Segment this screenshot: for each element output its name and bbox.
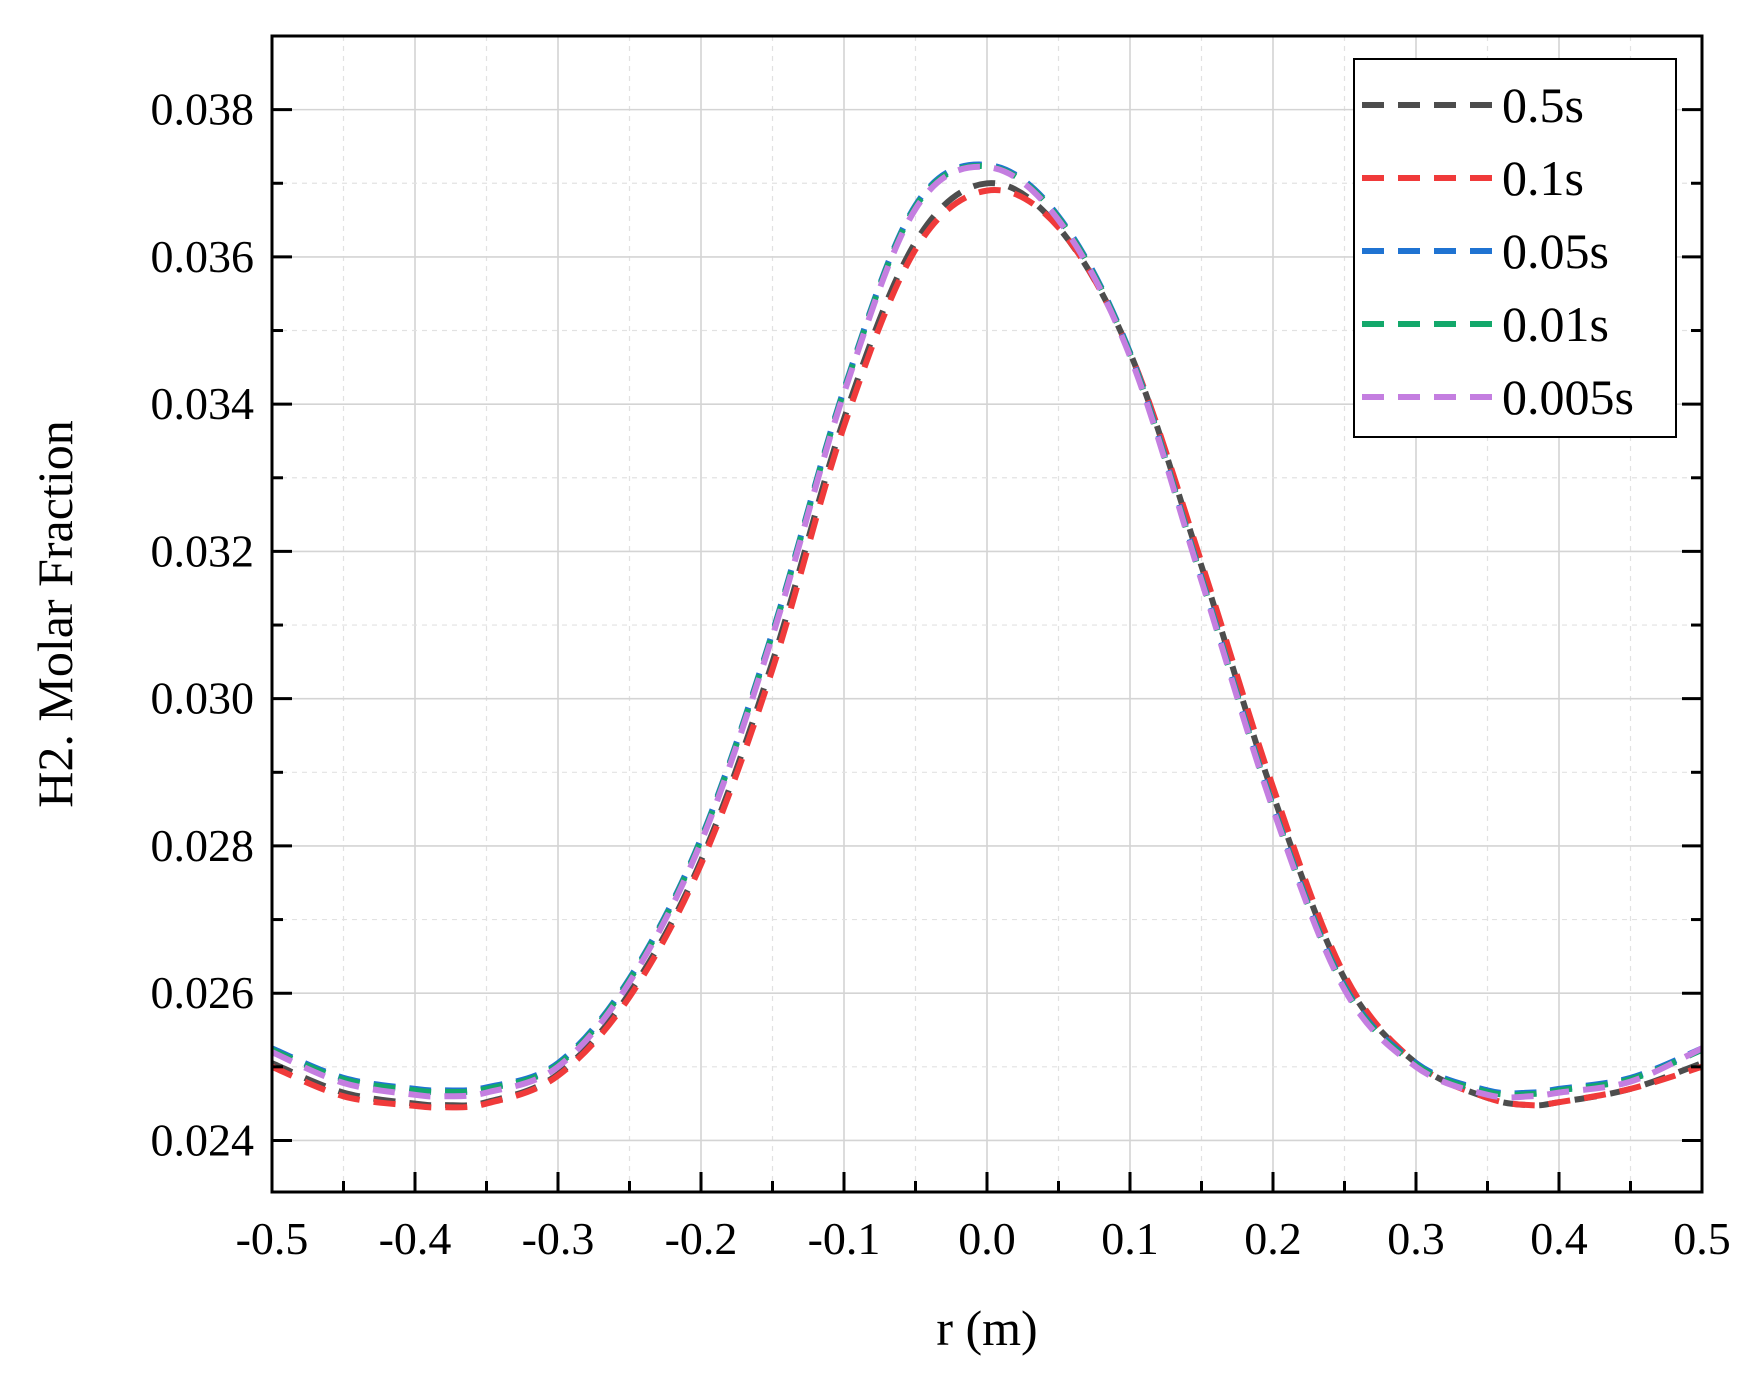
y-tick-label: 0.030 [151, 673, 255, 724]
legend-label: 0.1s [1502, 150, 1584, 206]
x-tick-label: -0.5 [236, 1213, 309, 1264]
x-tick-label: 0.0 [958, 1213, 1016, 1264]
legend: 0.5s 0.1s 0.05s 0.01s 0.005s [1353, 58, 1677, 438]
legend-label: 0.05s [1502, 223, 1609, 279]
y-tick-label: 0.036 [151, 231, 255, 282]
y-tick-labels: 0.024 0.026 0.028 0.030 0.032 0.034 0.036 0.038 [151, 84, 255, 1166]
x-tick-label: 0.4 [1530, 1213, 1588, 1264]
x-tick-label: -0.1 [808, 1213, 881, 1264]
legend-items: 0.5s 0.1s 0.05s 0.01s 0.005s [1362, 77, 1634, 425]
x-tick-labels: -0.5 -0.4 -0.3 -0.2 -0.1 0.0 0.1 0.2 0.3 0.4 0.5 [236, 1213, 1731, 1264]
x-tick-label: 0.2 [1244, 1213, 1302, 1264]
x-tick-label: -0.4 [379, 1213, 452, 1264]
x-axis-title: r (m) [936, 1300, 1037, 1356]
x-tick-label: -0.2 [665, 1213, 738, 1264]
series-group [270, 161, 1704, 1111]
y-axis-title: H2. Molar Fraction [27, 420, 83, 807]
x-tick-label: 0.1 [1101, 1213, 1159, 1264]
y-tick-label: 0.026 [151, 967, 255, 1018]
y-tick-label: 0.024 [151, 1114, 255, 1165]
y-tick-label: 0.028 [151, 820, 255, 871]
legend-label: 0.005s [1502, 369, 1634, 425]
y-tick-label: 0.032 [151, 525, 255, 576]
x-tick-label: -0.3 [522, 1213, 595, 1264]
x-tick-label: 0.5 [1673, 1213, 1731, 1264]
y-tick-label: 0.038 [151, 84, 255, 135]
legend-label: 0.5s [1502, 77, 1584, 133]
legend-label: 0.01s [1502, 296, 1609, 352]
y-tick-label: 0.034 [151, 378, 255, 429]
x-tick-label: 0.3 [1387, 1213, 1445, 1264]
axis-ticks [270, 108, 1704, 1192]
series-line-0.005s [270, 163, 1704, 1101]
